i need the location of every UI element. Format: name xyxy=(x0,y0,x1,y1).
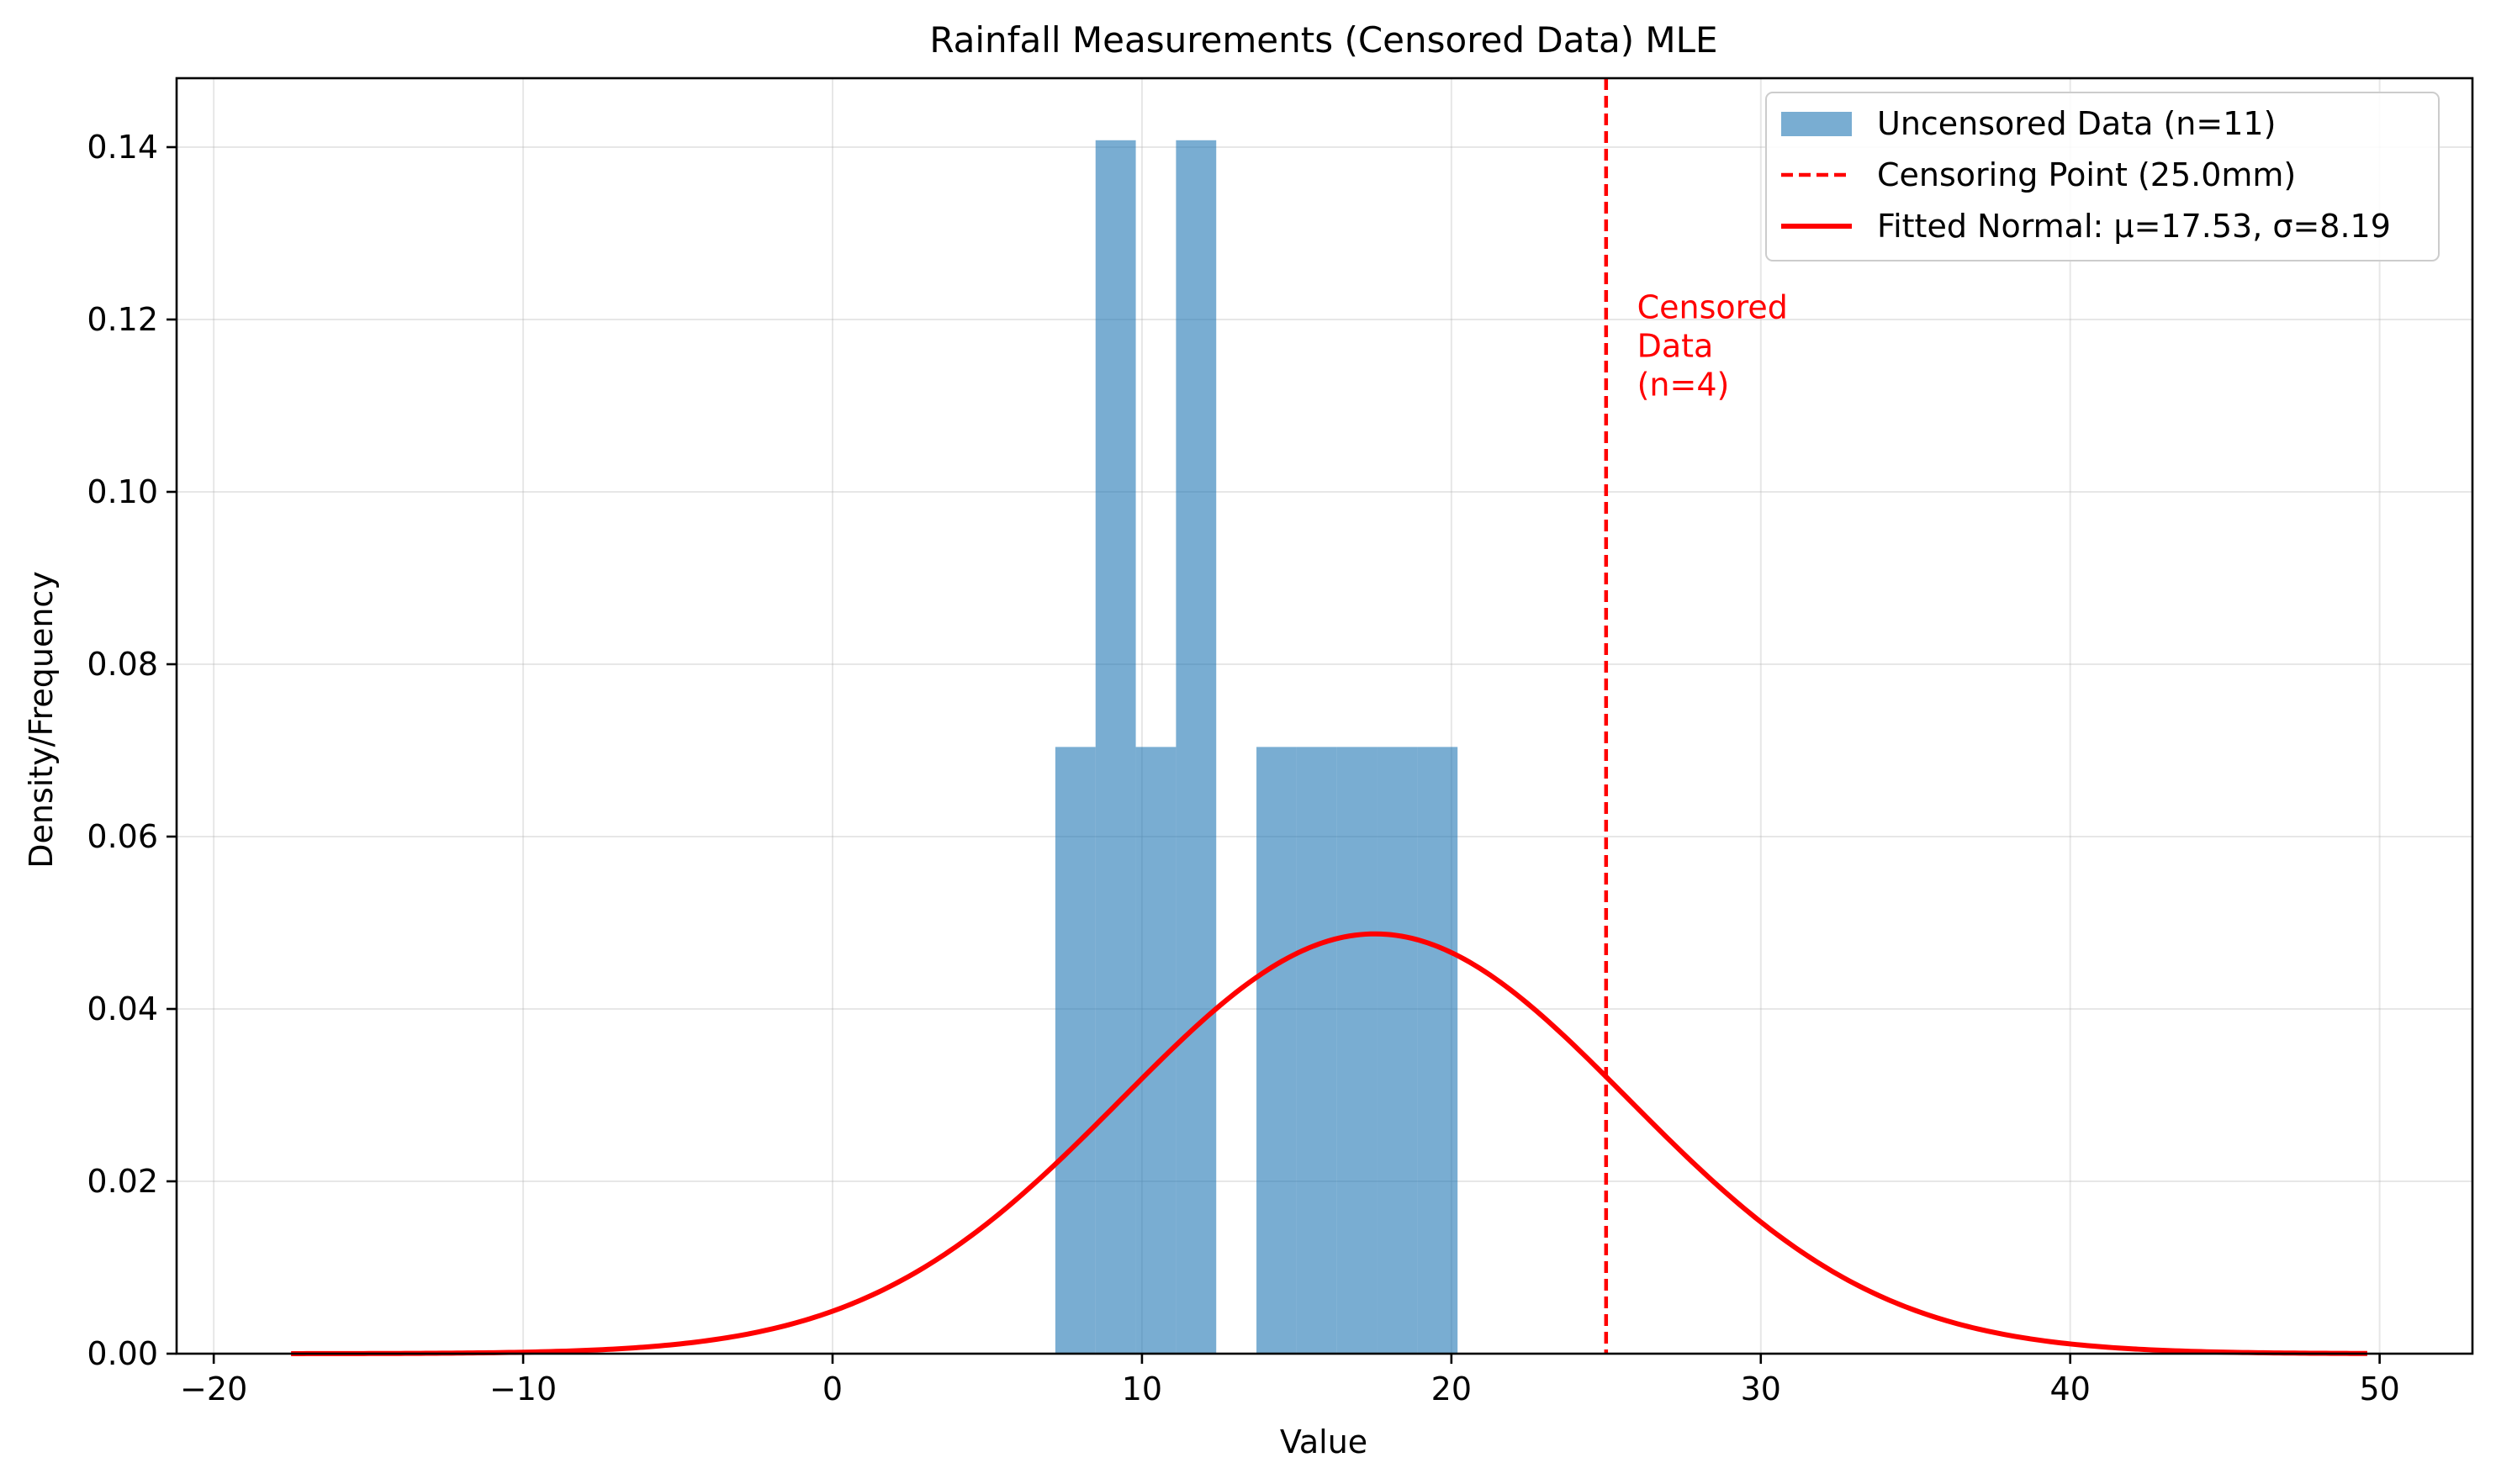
x-tick-label: 20 xyxy=(1431,1370,1472,1407)
histogram-bar xyxy=(1417,747,1458,1354)
legend-label-censoring: Censoring Point (25.0mm) xyxy=(1877,156,2296,193)
y-tick-label: 0.08 xyxy=(87,646,158,683)
x-tick-label: 0 xyxy=(822,1370,843,1407)
fitted-normal-curve xyxy=(291,931,2367,1356)
y-tick-label: 0.06 xyxy=(87,818,158,855)
x-tick-label: 30 xyxy=(1741,1370,1781,1407)
annotation-line: Data xyxy=(1637,328,1714,365)
x-tick-label: 40 xyxy=(2050,1370,2091,1407)
y-tick-label: 0.10 xyxy=(87,473,158,510)
histogram-bar xyxy=(1095,140,1136,1354)
x-tick-label: −20 xyxy=(180,1370,247,1407)
y-tick-label: 0.14 xyxy=(87,129,158,166)
y-axis-label: Density/Frequency xyxy=(23,571,60,869)
legend: Uncensored Data (n=11) Censoring Point (… xyxy=(1765,92,2440,261)
y-tick-label: 0.04 xyxy=(87,990,158,1027)
y-tick-label: 0.00 xyxy=(87,1335,158,1372)
y-tick-label: 0.02 xyxy=(87,1163,158,1200)
histogram-bar xyxy=(1336,747,1378,1354)
histogram-bar xyxy=(1256,747,1297,1354)
x-axis-label: Value xyxy=(1280,1423,1367,1460)
legend-label-fitted: Fitted Normal: μ=17.53, σ=8.19 xyxy=(1877,208,2391,245)
annotation-line: (n=4) xyxy=(1637,367,1730,404)
legend-label-histogram: Uncensored Data (n=11) xyxy=(1877,105,2276,142)
legend-box xyxy=(1765,92,2440,261)
y-axis-ticks: 0.00 0.02 0.04 0.06 0.08 0.10 0.12 0.14 xyxy=(87,129,177,1372)
axes-frame xyxy=(175,77,2474,1355)
histogram-bar xyxy=(1296,747,1337,1354)
chart-title: Rainfall Measurements (Censored Data) ML… xyxy=(929,19,1717,61)
x-tick-label: 50 xyxy=(2359,1370,2399,1407)
histogram-bars xyxy=(1055,140,1458,1354)
legend-swatch-histogram xyxy=(1781,112,1852,136)
y-tick-label: 0.12 xyxy=(87,301,158,338)
x-tick-label: −10 xyxy=(489,1370,557,1407)
x-tick-label: 10 xyxy=(1122,1370,1162,1407)
plot-lines xyxy=(291,78,2367,1356)
histogram-bar xyxy=(1176,140,1217,1354)
histogram-bar xyxy=(1055,747,1096,1354)
x-axis-ticks: −20 −10 0 10 20 30 40 50 xyxy=(180,1354,2400,1407)
annotation-line: Censored xyxy=(1637,289,1788,326)
histogram-bar xyxy=(1377,747,1418,1354)
